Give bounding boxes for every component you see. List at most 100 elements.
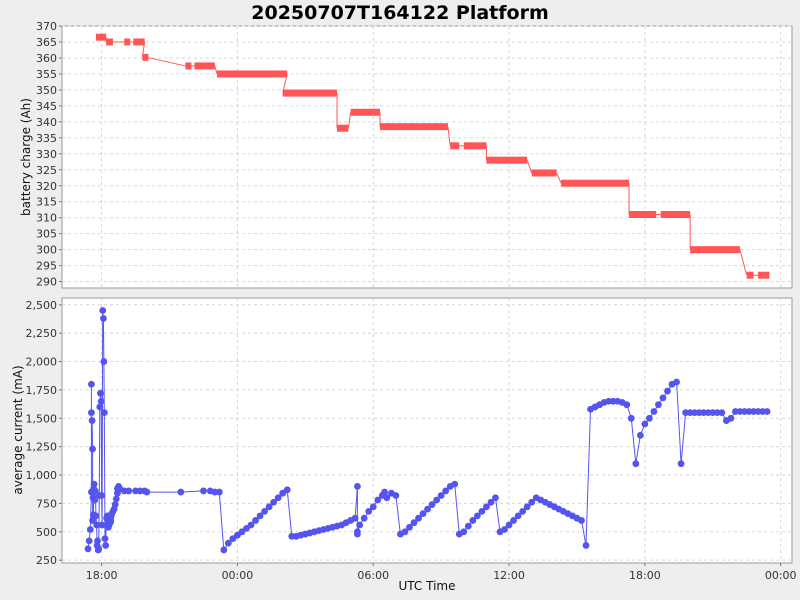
average-current-point bbox=[478, 507, 486, 515]
average-current-plot-area bbox=[61, 297, 793, 564]
y-tick-label: 330 bbox=[36, 148, 57, 161]
average-current-point bbox=[365, 507, 373, 515]
average-current-point bbox=[487, 498, 495, 506]
average-current-point bbox=[383, 494, 391, 502]
average-current-point bbox=[360, 514, 368, 522]
battery-charge-segment bbox=[282, 89, 338, 97]
average-current-point bbox=[91, 487, 99, 495]
average-current-point bbox=[143, 488, 151, 496]
average-current-point bbox=[111, 501, 119, 508]
average-current-point bbox=[410, 519, 418, 527]
x-tick-label: 00:00 bbox=[222, 569, 254, 582]
average-current-point bbox=[84, 545, 92, 553]
average-current-point bbox=[673, 378, 680, 386]
average-current-point bbox=[401, 528, 409, 536]
battery-charge-connector bbox=[347, 112, 352, 129]
average-current-point bbox=[177, 488, 185, 496]
y-tick-label: 320 bbox=[36, 180, 57, 193]
average-current-point bbox=[381, 488, 388, 496]
average-current-point bbox=[101, 535, 109, 542]
average-current-point bbox=[85, 537, 93, 545]
x-axis-label: UTC Time bbox=[399, 579, 456, 593]
y-tick-label: 350 bbox=[36, 84, 57, 97]
average-current-point bbox=[88, 380, 95, 388]
average-current-point bbox=[464, 522, 472, 530]
battery-charge-segment bbox=[746, 271, 754, 279]
average-current-point bbox=[718, 409, 726, 417]
average-current-point bbox=[274, 494, 282, 502]
average-current-point bbox=[645, 414, 653, 422]
battery-charge-segment bbox=[486, 156, 528, 164]
average-current-point bbox=[659, 394, 667, 402]
battery-charge-connector bbox=[526, 160, 533, 174]
average-current-point bbox=[200, 487, 207, 495]
average-current-point bbox=[523, 503, 531, 511]
battery-charge-segment bbox=[531, 169, 557, 177]
average-current-point bbox=[100, 409, 108, 417]
battery-charge-segment bbox=[95, 33, 107, 41]
average-current-point bbox=[492, 494, 499, 502]
average-current-point bbox=[451, 480, 459, 488]
average-current-point bbox=[514, 512, 522, 520]
average-current-series bbox=[84, 307, 771, 554]
average-current-point bbox=[256, 512, 264, 520]
x-tick-label: 06:00 bbox=[357, 569, 389, 582]
battery-charge-segment bbox=[463, 142, 487, 150]
average-current-point bbox=[406, 523, 413, 531]
average-current-point bbox=[215, 488, 223, 496]
battery-charge-segment bbox=[660, 211, 691, 219]
y-tick-label: 370 bbox=[36, 20, 57, 33]
battery-charge-segment bbox=[350, 108, 381, 116]
y-tick-label: 295 bbox=[36, 260, 57, 273]
average-current-point bbox=[97, 389, 104, 397]
average-current-point bbox=[392, 492, 400, 499]
battery-charge-segment bbox=[142, 53, 149, 61]
battery-charge-connector bbox=[556, 172, 562, 184]
average-current-point bbox=[112, 495, 120, 503]
average-current-point bbox=[473, 512, 481, 520]
battery-charge-segment bbox=[337, 124, 349, 132]
y-tick-label: 290 bbox=[36, 276, 57, 289]
y-tick-label: 355 bbox=[36, 68, 57, 81]
y-tick-label: 335 bbox=[36, 132, 57, 145]
battery-charge-panel: 290 295 300 305 310 315 320 325 330 335 340 345 350 3… bbox=[19, 20, 793, 289]
average-current-point bbox=[469, 517, 477, 524]
average-current-point bbox=[528, 498, 536, 506]
average-current-point bbox=[86, 526, 94, 533]
average-current-point bbox=[99, 307, 107, 314]
average-current-point bbox=[95, 545, 103, 553]
average-current-point bbox=[224, 539, 232, 547]
average-current-point bbox=[374, 496, 382, 504]
average-current-point bbox=[578, 517, 585, 524]
average-current-point bbox=[247, 521, 255, 529]
battery-charge-segment bbox=[124, 38, 131, 46]
y-tick-label: 1,000 bbox=[26, 469, 58, 482]
battery-charge-segment bbox=[217, 70, 288, 78]
y-tick-label: 1,750 bbox=[26, 384, 58, 397]
x-tick-label: 18:00 bbox=[86, 569, 118, 582]
y-tick-label: 315 bbox=[36, 196, 57, 209]
average-current-point bbox=[632, 460, 640, 468]
average-current-point bbox=[483, 503, 490, 511]
x-tick-label: 00:00 bbox=[765, 569, 797, 582]
average-current-point bbox=[97, 397, 105, 405]
average-current-point bbox=[636, 431, 644, 439]
average-current-point bbox=[582, 542, 590, 549]
battery-charge-connector bbox=[214, 65, 218, 75]
average-current-point bbox=[356, 521, 364, 529]
average-current-point bbox=[442, 487, 450, 495]
average-current-point bbox=[510, 517, 517, 524]
y-tick-label: 2,500 bbox=[26, 299, 58, 312]
average-current-point bbox=[94, 537, 101, 545]
average-current-point bbox=[125, 487, 133, 495]
average-current-point bbox=[501, 526, 508, 533]
average-current-point bbox=[763, 408, 771, 415]
average-current-point bbox=[519, 507, 527, 515]
y-tick-label: 310 bbox=[36, 212, 57, 225]
y-tick-label: 750 bbox=[36, 497, 57, 510]
y-tick-label: 1,500 bbox=[26, 412, 58, 425]
average-current-point bbox=[424, 505, 431, 513]
battery-charge-segment bbox=[629, 211, 657, 219]
battery-charge-segment bbox=[185, 62, 192, 70]
y-tick-label: 365 bbox=[36, 36, 57, 49]
